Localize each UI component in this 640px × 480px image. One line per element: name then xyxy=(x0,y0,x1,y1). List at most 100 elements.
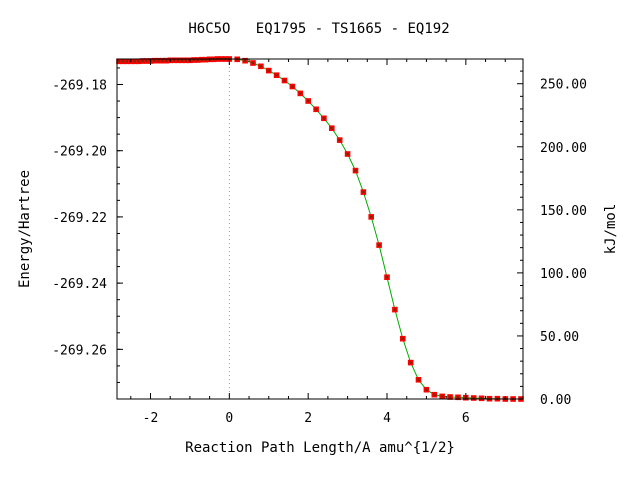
data-point xyxy=(400,335,406,342)
data-point xyxy=(352,167,359,174)
data-point-core xyxy=(165,59,168,62)
data-point-core xyxy=(173,59,176,62)
data-point-core xyxy=(117,60,121,63)
data-point xyxy=(336,137,343,143)
data-point-core xyxy=(153,59,156,62)
data-point-core xyxy=(314,108,318,111)
data-point xyxy=(151,57,158,64)
x-tick-label: -2 xyxy=(143,411,159,426)
data-point xyxy=(202,56,209,63)
x-axis-ticks: -2 0 2 4 6 xyxy=(130,59,506,426)
data-point-core xyxy=(338,138,341,142)
data-point-core xyxy=(448,395,452,399)
y-axis-ticks: -269.18 -269.20 -269.22 -269.24 -269.26 xyxy=(52,67,123,383)
y2-tick-label: 150.00 xyxy=(540,204,587,219)
data-point xyxy=(266,67,272,74)
y-axis-label: Energy/Hartree xyxy=(17,170,33,288)
series-line xyxy=(119,58,521,400)
data-point xyxy=(478,395,485,402)
data-point xyxy=(163,57,170,64)
data-point-core xyxy=(472,396,475,400)
data-point-core xyxy=(441,395,444,398)
data-point xyxy=(159,57,166,64)
data-point xyxy=(415,377,422,383)
data-point-core xyxy=(354,169,357,172)
data-point-core xyxy=(267,69,270,72)
data-point xyxy=(360,189,367,195)
data-point xyxy=(376,242,382,248)
data-point-core xyxy=(133,60,136,63)
data-point-core xyxy=(346,152,349,156)
data-point-core xyxy=(259,65,263,68)
data-point xyxy=(281,77,288,84)
data-point-core xyxy=(251,61,255,65)
data-point xyxy=(407,359,414,366)
data-point xyxy=(179,57,185,64)
data-point xyxy=(470,395,477,401)
data-point-core xyxy=(433,393,436,396)
data-point xyxy=(198,56,205,63)
data-point-core xyxy=(307,99,310,103)
y2-tick-label: 50.00 xyxy=(540,330,579,345)
data-point xyxy=(305,98,311,104)
data-point-core xyxy=(283,79,286,82)
data-point-core xyxy=(184,59,188,62)
y2-axis-label: kJ/mol xyxy=(603,204,619,255)
data-point-core xyxy=(121,60,125,63)
data-point-core xyxy=(141,59,144,63)
y-tick-label: -269.26 xyxy=(52,343,107,358)
data-point xyxy=(273,72,280,78)
data-point xyxy=(289,83,296,90)
data-point xyxy=(135,58,142,65)
data-point-core xyxy=(299,92,302,95)
data-point-core xyxy=(291,85,294,88)
data-point xyxy=(139,58,146,64)
y2-axis-ticks: 250.00 200.00 150.00 100.00 50.00 0.00 xyxy=(517,70,587,408)
data-point xyxy=(120,58,126,65)
data-point xyxy=(313,106,319,113)
plot-frame xyxy=(116,58,524,400)
data-point xyxy=(297,90,304,97)
data-point xyxy=(321,115,327,122)
data-point xyxy=(124,58,130,65)
data-point xyxy=(455,394,461,401)
x-tick-label: 4 xyxy=(383,411,391,426)
data-point-core xyxy=(200,58,203,61)
data-point-core xyxy=(480,397,483,400)
data-point-core xyxy=(145,59,148,63)
data-point xyxy=(250,60,256,66)
data-point-core xyxy=(180,59,184,62)
x-tick-label: 6 xyxy=(462,411,470,426)
data-point-core xyxy=(370,215,373,219)
data-point-core xyxy=(409,361,412,364)
data-point-core xyxy=(125,60,129,63)
data-point xyxy=(155,57,162,64)
data-point xyxy=(384,274,390,280)
x-axis-label: Reaction Path Length/A amu^{1/2} xyxy=(185,440,455,456)
data-point xyxy=(368,214,374,220)
data-point-core xyxy=(275,74,278,77)
data-point-core xyxy=(196,58,199,62)
y2-tick-label: 0.00 xyxy=(540,393,571,408)
data-point xyxy=(116,58,122,65)
y-tick-label: -269.24 xyxy=(52,277,107,292)
data-point xyxy=(439,393,445,400)
data-point-core xyxy=(425,388,428,391)
data-point-core xyxy=(330,127,333,130)
x-tick-label: 0 xyxy=(225,411,233,426)
y-tick-label: -269.20 xyxy=(52,145,107,160)
data-point xyxy=(191,57,197,63)
data-point xyxy=(242,57,248,64)
data-point-core xyxy=(401,337,404,340)
data-point-core xyxy=(385,276,389,279)
data-point xyxy=(195,57,201,63)
x-tick-label: 2 xyxy=(304,411,312,426)
data-point-core xyxy=(393,308,397,311)
data-point-core xyxy=(161,59,164,62)
data-point xyxy=(392,306,398,313)
data-point-core xyxy=(377,243,381,247)
data-point xyxy=(258,63,264,70)
data-point-core xyxy=(204,58,207,61)
data-point xyxy=(344,151,351,157)
